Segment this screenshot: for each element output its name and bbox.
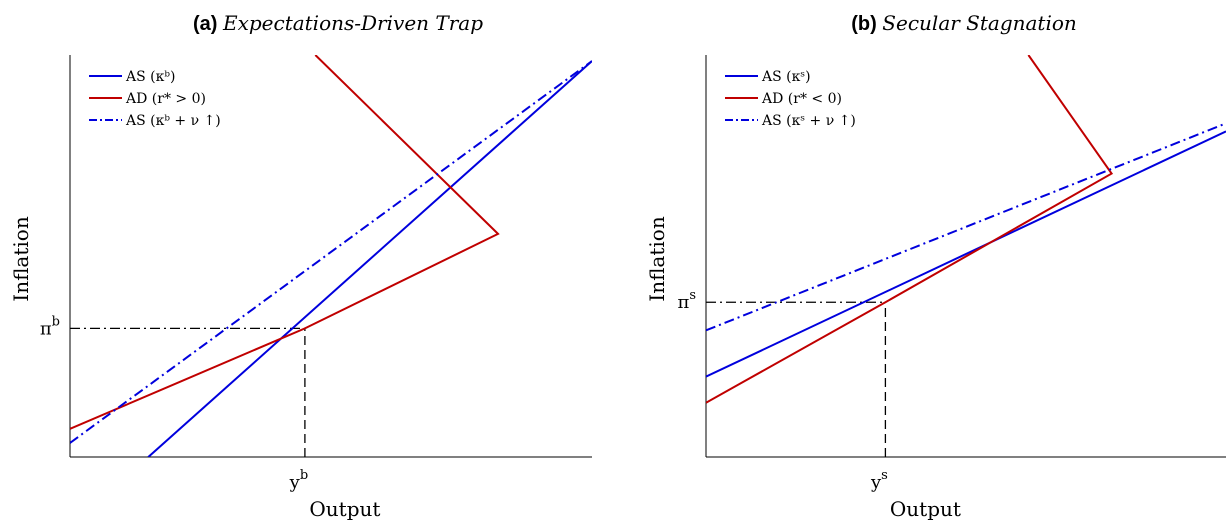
legend-label-as: AS (κᵇ) <box>125 69 175 85</box>
panel-title: (b) Secular Stagnation <box>851 11 1077 35</box>
x-tick-label: yb <box>289 468 309 493</box>
panel-a: (a) Expectations-Driven Trap Inflation Out… <box>9 11 592 521</box>
panel-title: (a) Expectations-Driven Trap <box>193 11 483 35</box>
legend-label-as: AS (κˢ) <box>761 69 811 85</box>
series-layer <box>70 55 592 457</box>
x-tick-label: ys <box>870 468 888 493</box>
legend: AS (κˢ) AD (r* < 0) AS (κˢ + ν ↑) <box>725 69 856 129</box>
panel-title-tag: (b) <box>851 13 882 35</box>
x-axis-label: Output <box>309 497 380 521</box>
series-line-ad <box>70 55 500 430</box>
series-line-as <box>147 60 592 457</box>
panel-title-tag: (a) <box>193 13 223 35</box>
series-line-as_nu <box>706 122 1226 332</box>
panel-title-name: Expectations-Driven Trap <box>222 11 483 35</box>
legend: AS (κᵇ) AD (r* > 0) AS (κᵇ + ν ↑) <box>89 69 221 129</box>
y-axis-label: Inflation <box>9 216 33 302</box>
y-tick-label: πs <box>677 288 696 313</box>
y-tick-label: πb <box>40 314 60 339</box>
series-line-ad <box>706 55 1114 404</box>
series-line-as <box>706 130 1226 378</box>
y-axis-label: Inflation <box>645 216 669 302</box>
legend-label-as_nu: AS (κˢ + ν ↑) <box>761 113 856 129</box>
panel-title-name: Secular Stagnation <box>882 11 1076 35</box>
legend-label-ad: AD (r* < 0) <box>761 91 842 107</box>
series-line-as_nu <box>70 60 592 444</box>
x-axis-label: Output <box>890 497 961 521</box>
legend-label-ad: AD (r* > 0) <box>125 91 206 107</box>
legend-label-as_nu: AS (κᵇ + ν ↑) <box>125 113 221 129</box>
series-layer <box>706 55 1226 404</box>
